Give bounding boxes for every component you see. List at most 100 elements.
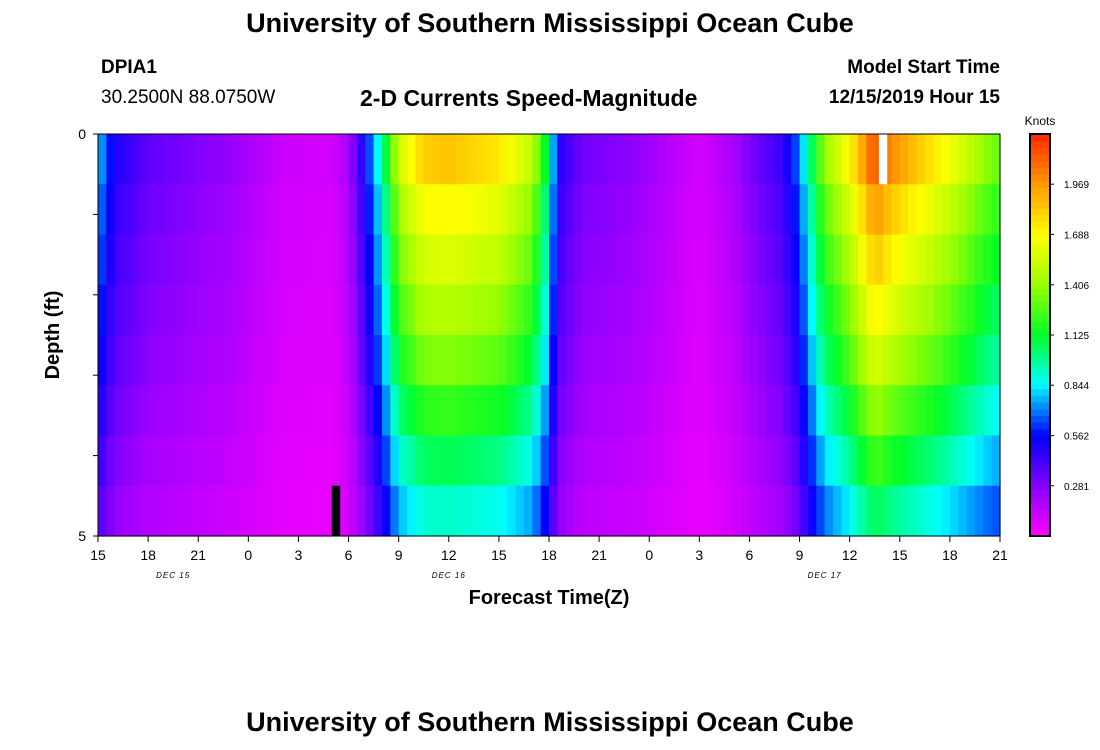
heatmap-cell [423,385,433,437]
heatmap-cell [281,284,291,336]
heatmap-cell [966,184,976,236]
heatmap-cell [807,284,817,336]
heatmap-cell [256,435,266,487]
heatmap-cell [832,335,842,386]
heatmap-cell [716,184,725,236]
heatmap-cell [615,184,625,236]
heatmap-cell [323,485,333,537]
colorbar-segment [1030,227,1050,236]
heatmap-cell [189,284,199,336]
heatmap-cell [791,485,801,537]
heatmap-cell [206,284,216,336]
heatmap-cell [866,184,876,236]
colorbar-segment [1030,368,1050,376]
heatmap-cell [657,435,667,487]
heatmap-cell [523,435,533,487]
heatmap-cell [716,435,725,487]
heatmap-cell [983,234,993,286]
heatmap-cell [858,134,867,185]
heatmap-cell [849,284,859,336]
heatmap-cell [323,335,333,386]
heatmap-cell [974,435,984,487]
heatmap-cell [716,234,725,286]
heatmap-cell [131,485,141,537]
colorbar-segment [1030,247,1050,256]
heatmap-cell [624,335,634,386]
heatmap-cell [741,485,751,537]
heatmap-cell [315,435,325,487]
heatmap-cell [682,385,692,437]
heatmap-cell [816,485,826,537]
heatmap-cell [131,435,141,487]
heatmap-cell [966,485,976,537]
heatmap-cell [732,184,742,236]
heatmap-cell [816,234,826,286]
heatmap-cell [866,335,876,386]
heatmap-cell [114,134,124,185]
heatmap-cell [290,284,300,336]
heatmap-cell [615,134,625,185]
heatmap-cell [949,485,959,537]
heatmap-cell [624,435,634,487]
heatmap-cell [181,234,191,286]
heatmap-cell [582,485,592,537]
heatmap-cell [632,134,642,185]
heatmap-cell [707,234,717,286]
heatmap-cell [348,485,358,537]
heatmap-cell [941,435,951,487]
heatmap-cell [432,485,442,537]
heatmap-cell [381,134,391,185]
heatmap-cell [398,335,408,386]
x-tick-label: 15 [892,547,908,563]
heatmap-cell [757,284,767,336]
heatmap-cell [757,184,767,236]
heatmap-cell [866,385,876,437]
heatmap-cell [916,234,926,286]
heatmap-cell [123,284,133,336]
heatmap-cell [649,184,659,236]
heatmap-cell [482,335,492,386]
heatmap-cell [724,435,734,487]
heatmap-cell [181,385,191,437]
heatmap-cell [482,184,492,236]
heatmap-cell [824,435,834,487]
heatmap-cell [273,385,283,437]
heatmap-cell [256,335,266,386]
heatmap-cell [883,134,893,185]
x-tick-label: 21 [591,547,607,563]
heatmap-cell [690,335,700,386]
heatmap-cell [198,184,208,236]
heatmap-cell [924,435,934,487]
heatmap-cell [732,284,742,336]
heatmap-cell [974,134,984,185]
heatmap-cell [164,134,174,185]
heatmap-cell [899,184,909,236]
heatmap-cell [874,284,884,336]
heatmap-cell [824,335,834,386]
heatmap-cell [557,435,567,487]
heatmap-cell [298,485,308,537]
heatmap-cell [908,485,918,537]
heatmap-cell [908,435,918,487]
heatmap-cell [440,385,450,437]
heatmap-cell [407,184,416,236]
heatmap-cell [331,335,341,386]
heatmap-cell [457,385,467,437]
heatmap-cell [941,284,951,336]
heatmap-cell [206,134,216,185]
heatmap-cell [841,485,851,537]
y-tick-label: 0 [78,126,86,142]
heatmap-cell [941,234,951,286]
heatmap-cell [841,435,851,487]
heatmap-cell [407,284,416,336]
heatmap-cell [665,184,675,236]
colorbar-tick-label: 0.844 [1064,381,1089,392]
heatmap-cell [916,335,926,386]
heatmap-cell [440,234,450,286]
heatmap-cell [515,435,525,487]
heatmap-cell [549,234,558,286]
heatmap-cell [983,435,993,487]
heatmap-cell [532,385,542,437]
heatmap-cell [782,184,792,236]
heatmap-cell [832,284,842,336]
